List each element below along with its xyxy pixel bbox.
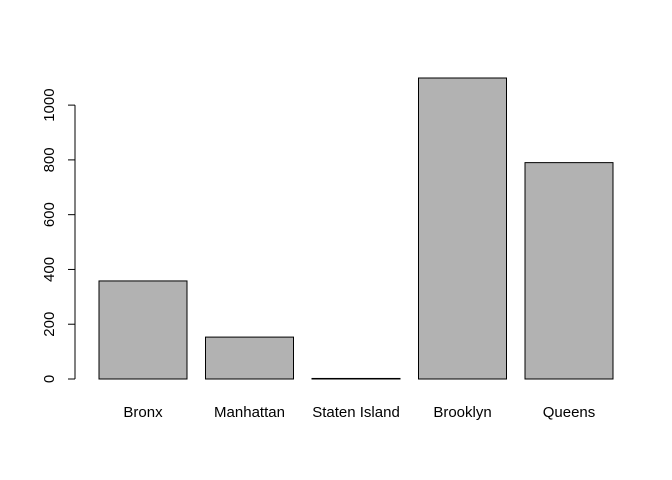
y-tick-label: 200	[41, 312, 58, 337]
y-tick-label: 400	[41, 257, 58, 282]
y-axis: 0 200 400 600 800 1000	[41, 88, 76, 383]
bar-queens	[524, 162, 614, 380]
bar-manhattan	[205, 336, 294, 380]
y-tick-label: 800	[41, 147, 58, 172]
category-label-queens: Queens	[543, 404, 596, 421]
bar-brooklyn	[418, 77, 507, 380]
category-label-staten-island: Staten Island	[312, 404, 400, 421]
y-tick-label: 0	[41, 375, 58, 383]
category-label-bronx: Bronx	[123, 404, 163, 421]
bar-staten-island	[311, 377, 401, 380]
category-label-manhattan: Manhattan	[214, 404, 285, 421]
bar-bronx	[98, 280, 188, 380]
category-label-brooklyn: Brooklyn	[433, 404, 491, 421]
bars-group	[98, 77, 614, 380]
y-tick-label: 1000	[41, 88, 58, 121]
y-tick-label: 600	[41, 202, 58, 227]
x-axis-labels: Bronx Manhattan Staten Island Brooklyn Queen…	[123, 404, 595, 421]
